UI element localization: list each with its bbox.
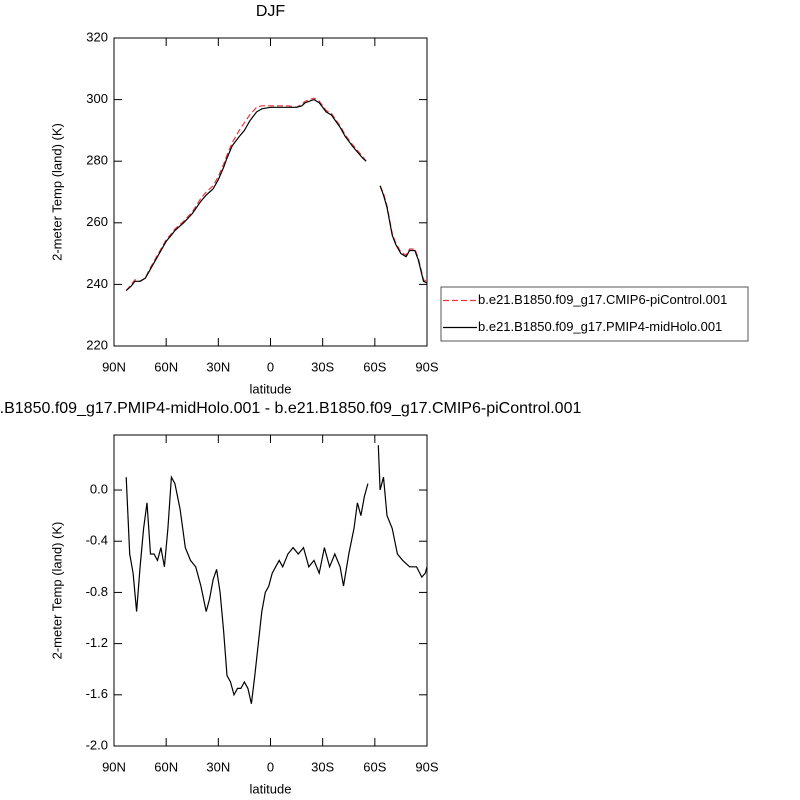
x-tick-label: 90N xyxy=(102,759,126,774)
data-line xyxy=(125,445,428,704)
y-tick-label: 300 xyxy=(86,91,108,106)
x-axis-label: latitude xyxy=(250,781,292,796)
plot-frame xyxy=(113,37,428,347)
y-tick-label: 320 xyxy=(86,29,108,44)
x-tick-label: 90N xyxy=(102,359,126,374)
data-line xyxy=(125,98,428,292)
x-tick-label: 90S xyxy=(415,359,438,374)
x-tick-label: 0 xyxy=(267,359,274,374)
x-tick-label: 90S xyxy=(415,759,438,774)
x-tick-label: 0 xyxy=(267,759,274,774)
y-tick-label: 0.0 xyxy=(90,481,108,496)
y-tick-label: 220 xyxy=(86,337,108,352)
y-tick-label: 280 xyxy=(86,153,108,168)
x-tick-label: 60S xyxy=(363,759,386,774)
y-axis-label: 2-meter Temp (land) (K) xyxy=(49,522,64,660)
x-tick-label: 60S xyxy=(363,359,386,374)
x-axis-label: latitude xyxy=(250,381,292,396)
legend-label: b.e21.B1850.f09_g17.CMIP6-piControl.001 xyxy=(478,292,727,307)
y-tick-label: -0.8 xyxy=(86,584,108,599)
x-tick-label: 30N xyxy=(206,759,230,774)
x-tick-label: 60N xyxy=(154,359,178,374)
chart-title: b.e21.B1850.f09_g17.PMIP4-midHolo.001 - … xyxy=(0,400,581,417)
x-tick-label: 60N xyxy=(154,759,178,774)
y-tick-label: 260 xyxy=(86,214,108,229)
y-axis-label: 2-meter Temp (land) (K) xyxy=(49,123,64,261)
y-tick-label: -2.0 xyxy=(86,737,108,752)
data-line xyxy=(125,97,428,291)
x-tick-label: 30N xyxy=(206,359,230,374)
legend-label: b.e21.B1850.f09_g17.PMIP4-midHolo.001 xyxy=(478,319,722,334)
x-tick-label: 30S xyxy=(311,359,334,374)
legend-box xyxy=(440,286,749,342)
y-tick-label: -1.2 xyxy=(86,635,108,650)
x-tick-label: 30S xyxy=(311,759,334,774)
chart-title: DJF xyxy=(256,3,286,20)
y-tick-label: 240 xyxy=(86,276,108,291)
y-tick-label: -1.6 xyxy=(86,686,108,701)
y-tick-label: -0.4 xyxy=(86,533,108,548)
